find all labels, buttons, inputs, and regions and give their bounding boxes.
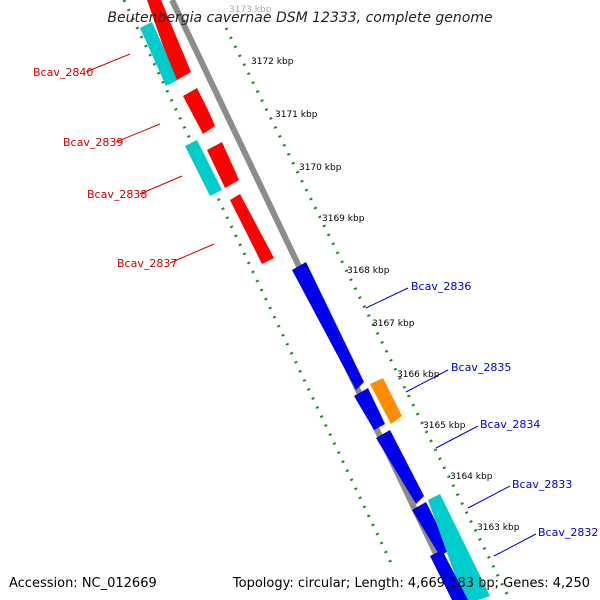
tick-label-3170: 3170 kbp (299, 163, 342, 173)
gene-label-bcav-2837[interactable]: Bcav_2837 (117, 257, 177, 270)
tick-label-3165: 3165 kbp (423, 421, 466, 431)
tick-label-3172: 3172 kbp (251, 57, 294, 67)
tick-label-3163: 3163 kbp (477, 523, 520, 533)
tick-label-3167: 3167 kbp (372, 319, 415, 329)
gene-bcav-2832[interactable] (430, 550, 468, 600)
gene-bcav-2833[interactable] (412, 502, 450, 556)
gene-label-bcav-2840[interactable]: Bcav_2840 (33, 66, 93, 79)
tick-label-3171: 3171 kbp (275, 110, 318, 120)
leader-bcav-2832 (493, 533, 537, 557)
gene-bcav-2833-cds[interactable] (428, 494, 490, 600)
leader-bcav-2835 (405, 369, 449, 393)
tick-label-3168: 3168 kbp (347, 266, 390, 276)
leader-bcav-2837 (169, 243, 215, 264)
tick-label-3173: 3173 kbp (229, 5, 272, 15)
gene-label-bcav-2832[interactable]: Bcav_2832 (538, 526, 598, 539)
leader-bcav-2834 (435, 425, 479, 449)
tick-label-3166: 3166 kbp (397, 370, 440, 380)
gene-bcav-2839[interactable] (183, 88, 239, 188)
gene-label-bcav-2839[interactable]: Bcav_2839 (63, 136, 123, 149)
map-title: Beutenbergia cavernae DSM 12333, complet… (107, 10, 492, 26)
accession-text: Accession: NC_012669 (9, 576, 157, 591)
leader-bcav-2833 (467, 485, 511, 509)
gene-bcav-2834[interactable] (376, 430, 424, 504)
leader-bcav-2840 (85, 53, 131, 73)
gene-bcav-2837[interactable] (230, 194, 274, 264)
tick-label-3169: 3169 kbp (322, 214, 365, 224)
tick-label-3164: 3164 kbp (450, 472, 493, 482)
gene-label-bcav-2834[interactable]: Bcav_2834 (480, 418, 540, 431)
gene-bcav-2835-blue[interactable] (354, 388, 385, 430)
gene-bcav-2835[interactable] (370, 378, 402, 424)
gene-label-bcav-2833[interactable]: Bcav_2833 (512, 478, 572, 491)
gene-bcav-2838-cds[interactable] (185, 140, 222, 196)
tick-track-left (122, 0, 394, 566)
leader-bcav-2838 (139, 175, 183, 195)
leader-bcav-2836 (365, 287, 409, 309)
gene-label-bcav-2835[interactable]: Bcav_2835 (451, 361, 511, 374)
tick-track-right (224, 27, 512, 600)
gene-bcav-2836[interactable] (292, 262, 364, 390)
gene-label-bcav-2838[interactable]: Bcav_2838 (87, 188, 147, 201)
topology-text: Topology: circular; Length: 4,669,183 bp… (232, 576, 590, 591)
gene-bcav-2840-cds[interactable] (140, 22, 178, 86)
gene-bcav-2840[interactable] (147, 0, 191, 80)
gene-label-bcav-2836[interactable]: Bcav_2836 (411, 280, 471, 293)
leader-bcav-2839 (115, 123, 161, 143)
